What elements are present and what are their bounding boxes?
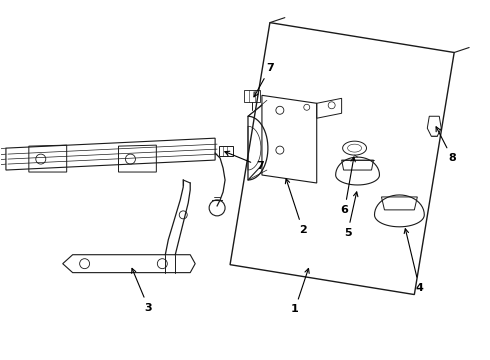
Text: 7: 7 [225, 151, 264, 171]
Text: 4: 4 [404, 229, 423, 293]
Text: 3: 3 [132, 269, 152, 312]
Text: 7: 7 [254, 63, 274, 97]
Text: 1: 1 [291, 269, 309, 315]
Text: 8: 8 [436, 127, 456, 163]
Text: 5: 5 [344, 192, 358, 238]
Text: 2: 2 [285, 179, 307, 235]
Text: 6: 6 [341, 157, 355, 215]
